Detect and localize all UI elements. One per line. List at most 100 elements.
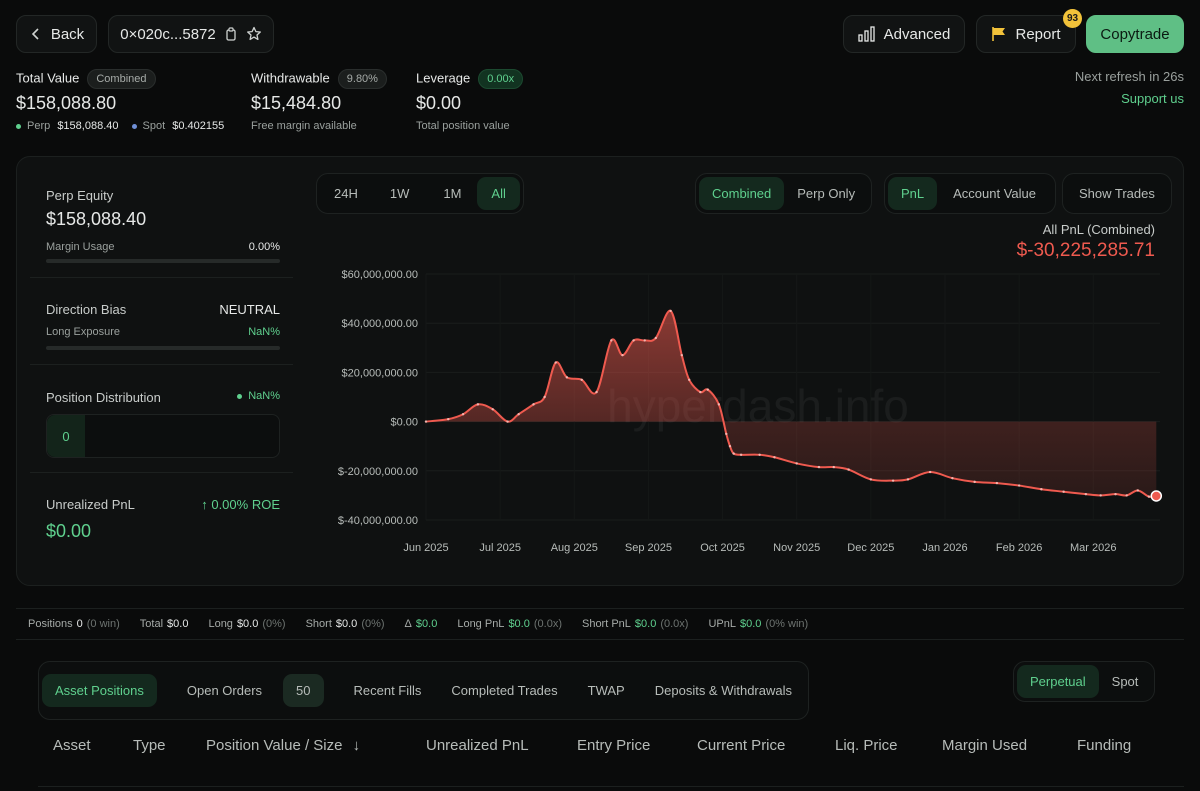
report-button[interactable]: Report xyxy=(976,15,1076,53)
x-tick-label: Jul 2025 xyxy=(479,542,521,554)
withdrawable-label-row: Withdrawable 9.80% xyxy=(251,69,387,89)
market-perpetual[interactable]: Perpetual xyxy=(1017,665,1099,698)
sort-down-icon: ↓ xyxy=(352,737,361,754)
copytrade-button[interactable]: Copytrade xyxy=(1086,15,1184,53)
tab-recent-fills[interactable]: Recent Fills xyxy=(353,683,422,698)
pnl-data-point xyxy=(817,465,821,469)
y-tick-label: $-40,000,000.00 xyxy=(338,515,418,527)
margin-usage-bar xyxy=(46,259,280,263)
tab-open-orders-label: Open Orders xyxy=(186,683,263,698)
position-distribution-label: Position Distribution xyxy=(46,390,161,405)
x-tick-label: Jan 2026 xyxy=(922,542,967,554)
tab-twap[interactable]: TWAP xyxy=(587,683,625,698)
x-tick-label: Jun 2025 xyxy=(403,542,448,554)
stat-long: Long $0.0 (0%) xyxy=(208,618,286,630)
total-value-label: Total Value xyxy=(16,70,80,86)
copy-icon[interactable] xyxy=(224,27,238,41)
stat-total: Total $0.0 xyxy=(139,618,189,630)
pnl-chart[interactable]: hyperdash.info $60,000,000.00$40,000,000… xyxy=(316,262,1176,562)
overview-card xyxy=(16,156,1184,586)
support-link[interactable]: Support us xyxy=(1121,91,1184,106)
pnl-data-point xyxy=(732,452,735,455)
stat-short: Short $0.0 (0%) xyxy=(305,618,385,630)
long-exposure-value: NaN% xyxy=(248,326,280,338)
col-current-price[interactable]: Current Price xyxy=(697,737,786,754)
y-tick-label: $20,000,000.00 xyxy=(342,367,418,379)
arrow-up-icon: ↑ xyxy=(201,497,212,512)
withdrawable-badge: 9.80% xyxy=(337,69,387,89)
pnl-data-point xyxy=(580,378,583,381)
address-text: 0×020c...5872 xyxy=(120,25,216,43)
market-selector: Perpetual Spot xyxy=(1013,661,1156,702)
leverage-value: $0.00 xyxy=(416,93,462,113)
pnl-data-point xyxy=(565,376,569,379)
pnl-data-point xyxy=(1062,490,1065,493)
col-liq-price[interactable]: Liq. Price xyxy=(835,737,898,754)
star-icon[interactable] xyxy=(246,26,262,42)
pnl-data-point xyxy=(1099,494,1102,497)
pnl-data-point xyxy=(995,481,999,485)
address-chip[interactable]: 0×020c...5872 xyxy=(108,15,274,53)
mode-perp-only[interactable]: Perp Only xyxy=(797,186,856,201)
pnl-data-point xyxy=(773,456,776,459)
col-asset[interactable]: Asset xyxy=(53,737,91,754)
back-button[interactable]: Back xyxy=(16,15,97,53)
pnl-data-point xyxy=(1017,484,1021,487)
metric-account-value[interactable]: Account Value xyxy=(953,186,1037,201)
positions-stats-bar: Positions 0 (0 win) Total $0.0 Long $0.0 (0%)… xyxy=(16,608,1184,640)
tab-completed-trades[interactable]: Completed Trades xyxy=(451,683,558,698)
tab-asset-positions[interactable]: Asset Positions xyxy=(42,674,157,707)
pnl-data-point xyxy=(1136,489,1139,492)
pnl-data-point xyxy=(595,390,598,394)
open-orders-count: 50 xyxy=(283,674,324,707)
range-24h[interactable]: 24H xyxy=(334,186,358,201)
direction-bias-label: Direction Bias xyxy=(46,302,127,317)
range-1w[interactable]: 1W xyxy=(389,186,410,201)
y-tick-label: $40,000,000.00 xyxy=(342,318,418,330)
pnl-data-point xyxy=(706,388,709,391)
tab-open-orders[interactable]: Open Orders 50 xyxy=(161,665,337,716)
x-tick-label: Sep 2025 xyxy=(625,542,672,554)
mode-selector: Combined Perp Only xyxy=(695,173,873,214)
pnl-data-point xyxy=(669,309,672,313)
pnl-total-value: $-30,225,285.71 xyxy=(1016,240,1155,261)
range-1m[interactable]: 1M xyxy=(443,186,462,201)
x-tick-label: Feb 2026 xyxy=(996,542,1042,554)
unrealized-pnl-value: $0.00 xyxy=(46,521,92,541)
advanced-button[interactable]: Advanced xyxy=(843,15,965,53)
col-entry-price[interactable]: Entry Price xyxy=(577,737,651,754)
pnl-data-point xyxy=(832,465,835,469)
pnl-data-point xyxy=(1125,494,1128,497)
divider xyxy=(30,472,293,473)
roe-value: 0.00% ROE xyxy=(211,497,280,512)
mode-combined[interactable]: Combined xyxy=(699,177,785,210)
stat-delta: Δ $0.0 xyxy=(404,618,438,630)
tab-deposits-withdrawals[interactable]: Deposits & Withdrawals xyxy=(654,683,793,698)
leverage-sub: Total position value xyxy=(416,120,510,132)
divider xyxy=(30,364,293,365)
col-margin-used[interactable]: Margin Used xyxy=(942,737,1028,754)
col-funding[interactable]: Funding xyxy=(1077,737,1132,754)
pnl-data-point xyxy=(699,390,702,394)
stat-long-pnl: Long PnL $0.0 (0.0x) xyxy=(457,618,562,630)
report-count-badge: 93 xyxy=(1063,9,1082,28)
pnl-data-point xyxy=(847,468,850,471)
x-tick-label: Mar 2026 xyxy=(1070,542,1116,554)
col-unrealized-pnl[interactable]: Unrealized PnL xyxy=(426,737,529,754)
show-trades-label: Show Trades xyxy=(1079,186,1155,201)
pnl-data-point xyxy=(610,339,613,342)
metric-pnl[interactable]: PnL xyxy=(888,177,938,210)
pnl-data-point xyxy=(643,339,646,342)
show-trades-toggle[interactable]: Show Trades xyxy=(1062,173,1172,214)
pnl-data-point xyxy=(758,453,761,457)
col-type[interactable]: Type xyxy=(133,737,166,754)
range-all[interactable]: All xyxy=(477,177,520,210)
market-spot[interactable]: Spot xyxy=(1111,674,1139,689)
pnl-data-point xyxy=(906,478,910,481)
x-tick-label: Aug 2025 xyxy=(551,542,598,554)
col-position-value[interactable]: Position Value / Size ↓ xyxy=(206,737,360,754)
chevron-left-icon xyxy=(29,27,43,41)
pnl-data-point xyxy=(621,353,624,357)
stat-upnl: UPnL $0.0 (0% win) xyxy=(708,618,809,630)
pnl-data-point xyxy=(543,395,546,399)
